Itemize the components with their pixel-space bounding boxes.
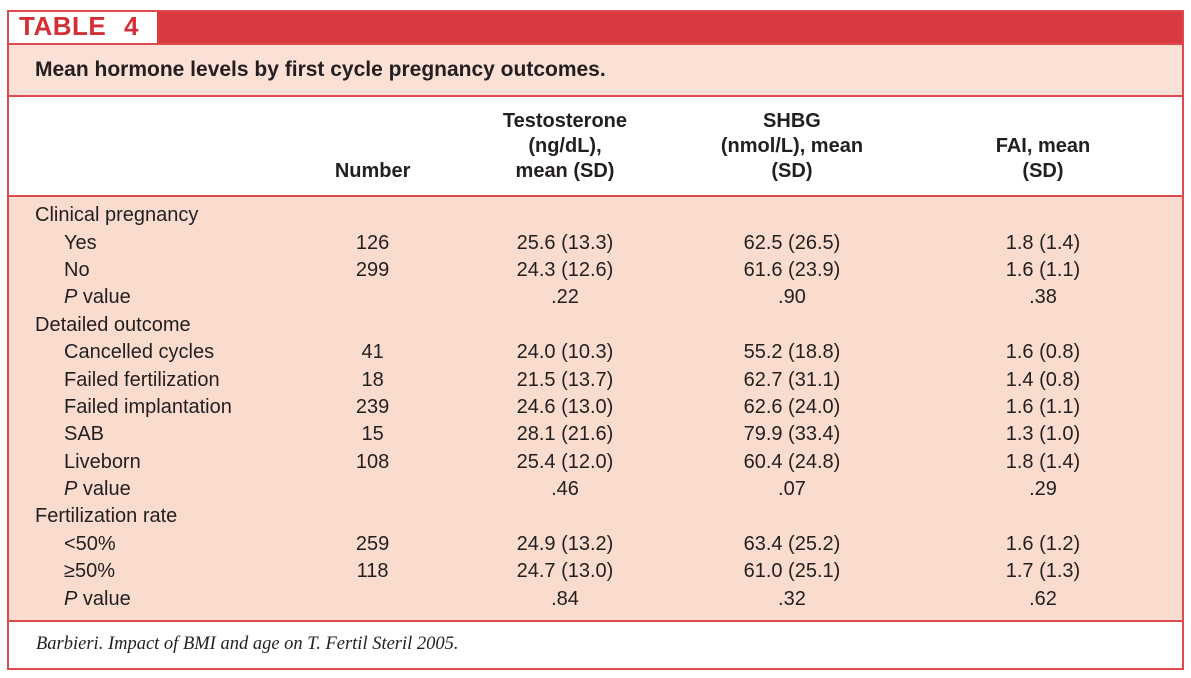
shbg-cell: 61.0 (25.1) <box>743 560 841 583</box>
table-row: <50% 259 24.9 (13.2) 63.4 (25.2) 1.6 (1.… <box>9 531 1182 558</box>
row-label: No <box>64 258 90 281</box>
table-row-pvalue: P value .84 .32 .62 <box>9 585 1182 612</box>
row-label: Liveborn <box>64 450 141 473</box>
testosterone-cell: 24.3 (12.6) <box>516 258 614 281</box>
testosterone-cell: .84 <box>551 587 579 610</box>
testosterone-cell: 25.4 (12.0) <box>516 450 614 473</box>
table-row-pvalue: P value .22 .90 .38 <box>9 284 1182 311</box>
table-tag-bar: TABLE 4 <box>9 11 1182 43</box>
p-symbol: P <box>64 478 78 501</box>
p-label-rest: value <box>77 478 131 501</box>
number-cell: 259 <box>355 532 390 555</box>
number-cell: 18 <box>361 368 384 391</box>
testosterone-cell: 24.9 (13.2) <box>516 532 614 555</box>
fai-cell: 1.8 (1.4) <box>1005 231 1081 254</box>
number-cell: 118 <box>356 560 389 583</box>
table-row-pvalue: P value .46 .07 .29 <box>9 476 1182 503</box>
shbg-cell: .90 <box>778 286 806 309</box>
fai-cell: 1.4 (0.8) <box>1005 368 1081 391</box>
table-figure: TABLE 4 Mean hormone levels by first cyc… <box>7 10 1184 670</box>
shbg-cell: 55.2 (18.8) <box>743 341 841 364</box>
row-label: Cancelled cycles <box>64 341 215 364</box>
testosterone-cell: 21.5 (13.7) <box>516 368 614 391</box>
column-header-row: Number Testosterone (ng/dL), mean (SD) S… <box>9 97 1182 195</box>
number-cell: 41 <box>361 341 384 364</box>
row-label: <50% <box>64 532 116 555</box>
shbg-cell: 61.6 (23.9) <box>743 258 841 281</box>
row-label: Failed implantation <box>64 395 232 418</box>
number-cell: 239 <box>355 395 390 418</box>
table-row: Failed fertilization 18 21.5 (13.7) 62.7… <box>9 366 1182 393</box>
testosterone-cell: .22 <box>551 286 579 309</box>
fai-cell: .62 <box>1029 587 1057 610</box>
table-row-group: Fertilization rate <box>9 503 1182 530</box>
fai-cell: 1.6 (1.2) <box>1005 532 1081 555</box>
table-footer: Barbieri. Impact of BMI and age on T. Fe… <box>9 619 1182 668</box>
fai-cell: .38 <box>1029 286 1057 309</box>
p-symbol: P <box>64 587 78 610</box>
row-label: P value <box>9 286 295 309</box>
row-label: Yes <box>64 231 97 254</box>
fai-cell: 1.3 (1.0) <box>1005 423 1081 446</box>
number-cell: 15 <box>361 423 384 446</box>
testosterone-cell: .46 <box>551 478 579 501</box>
number-cell: 126 <box>355 231 390 254</box>
fai-cell: 1.6 (0.8) <box>1005 341 1081 364</box>
testosterone-cell: 24.6 (13.0) <box>516 395 614 418</box>
fai-cell: 1.6 (1.1) <box>1005 395 1081 418</box>
testosterone-cell: 24.7 (13.0) <box>516 560 614 583</box>
table-tag-label: TABLE 4 <box>19 11 139 41</box>
p-label-rest: value <box>77 286 131 309</box>
number-cell: 108 <box>355 450 390 473</box>
p-symbol: P <box>64 286 78 309</box>
testosterone-cell: 25.6 (13.3) <box>516 231 614 254</box>
row-label: ≥50% <box>64 560 116 583</box>
shbg-cell: 62.6 (24.0) <box>743 395 841 418</box>
table-row: SAB 15 28.1 (21.6) 79.9 (33.4) 1.3 (1.0) <box>9 421 1182 448</box>
row-label: P value <box>9 588 295 611</box>
testosterone-cell: 24.0 (10.3) <box>516 341 614 364</box>
fai-cell: 1.7 (1.3) <box>1005 560 1081 583</box>
table-row: Cancelled cycles 41 24.0 (10.3) 55.2 (18… <box>9 339 1182 366</box>
row-label: P value <box>9 478 295 501</box>
column-header-testosterone: Testosterone (ng/dL), mean (SD) <box>502 110 628 182</box>
table-row: Failed implantation 239 24.6 (13.0) 62.6… <box>9 394 1182 421</box>
shbg-cell: .32 <box>778 587 806 610</box>
row-label: SAB <box>64 423 105 446</box>
row-label: Failed fertilization <box>64 368 220 391</box>
testosterone-cell: 28.1 (21.6) <box>516 423 614 446</box>
table-row: Liveborn 108 25.4 (12.0) 60.4 (24.8) 1.8… <box>9 449 1182 476</box>
table-title: Mean hormone levels by first cycle pregn… <box>9 43 1182 97</box>
row-label: Fertilization rate <box>35 505 178 528</box>
table-row: ≥50% 118 24.7 (13.0) 61.0 (25.1) 1.7 (1.… <box>9 558 1182 585</box>
table-body: Clinical pregnancy Yes 126 25.6 (13.3) 6… <box>9 195 1182 620</box>
citation: Barbieri. Impact of BMI and age on T. Fe… <box>36 634 459 655</box>
column-header-fai: FAI, mean (SD) <box>995 135 1091 182</box>
column-header-number: Number <box>334 160 411 182</box>
table-row-group: Detailed outcome <box>9 312 1182 339</box>
shbg-cell: 60.4 (24.8) <box>743 450 841 473</box>
fai-cell: 1.6 (1.1) <box>1005 258 1081 281</box>
table-row: No 299 24.3 (12.6) 61.6 (23.9) 1.6 (1.1) <box>9 257 1182 284</box>
shbg-cell: 79.9 (33.4) <box>743 423 841 446</box>
shbg-cell: 62.5 (26.5) <box>743 231 841 254</box>
p-label-rest: value <box>77 587 131 610</box>
number-cell: 299 <box>355 258 390 281</box>
shbg-cell: 62.7 (31.1) <box>743 368 841 391</box>
fai-cell: 1.8 (1.4) <box>1005 450 1081 473</box>
row-label: Clinical pregnancy <box>35 204 199 227</box>
fai-cell: .29 <box>1029 478 1057 501</box>
table-row: Yes 126 25.6 (13.3) 62.5 (26.5) 1.8 (1.4… <box>9 229 1182 256</box>
column-header-shbg: SHBG (nmol/L), mean (SD) <box>720 110 864 182</box>
row-label: Detailed outcome <box>35 313 191 336</box>
table-row-group: Clinical pregnancy <box>9 202 1182 229</box>
table-tag-box: TABLE 4 <box>9 11 157 43</box>
shbg-cell: .07 <box>778 478 806 501</box>
shbg-cell: 63.4 (25.2) <box>743 532 841 555</box>
